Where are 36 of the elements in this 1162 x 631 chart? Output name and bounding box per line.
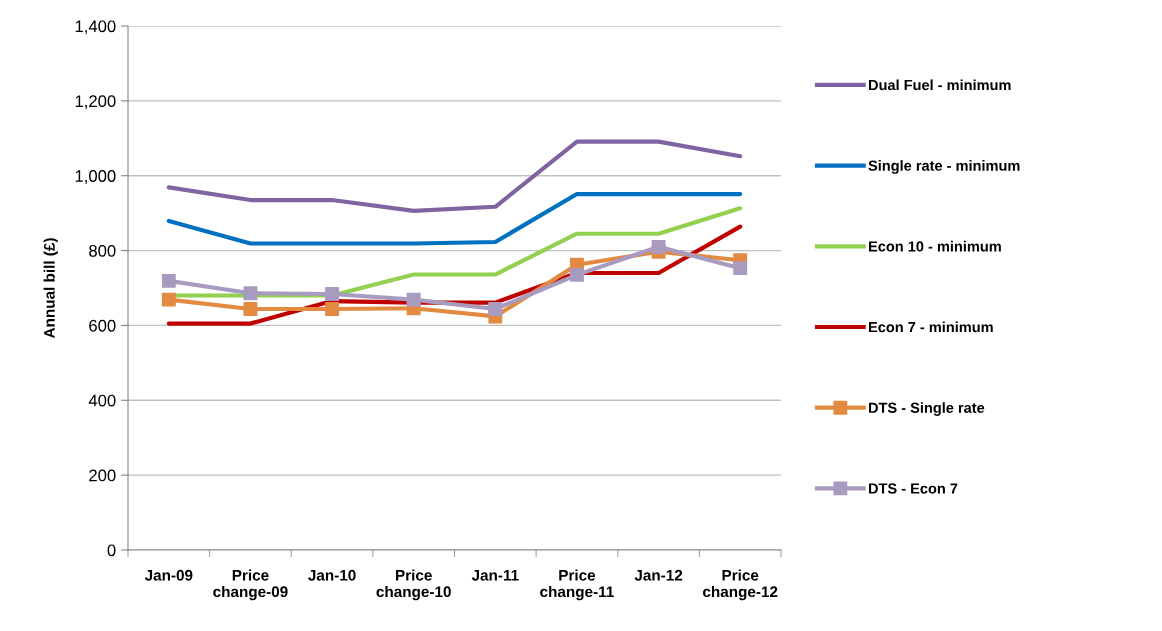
y-tick-label: 200 <box>89 469 116 482</box>
x-tick-label: Jan-10 <box>308 569 356 581</box>
point <box>406 292 421 307</box>
x-tick-label: Price change-10 <box>376 569 451 601</box>
legend-label: Econ 7 - minimum <box>869 321 993 333</box>
legend-label: Dual Fuel - minimum <box>869 79 1011 91</box>
y-tick-label: 600 <box>89 319 116 332</box>
y-axis-title: Annual bill (£) <box>43 238 58 339</box>
point <box>325 287 340 301</box>
point <box>325 302 340 316</box>
x-tick-label: Jan-11 <box>471 570 519 581</box>
y-tick-label: 1,000 <box>75 170 116 184</box>
point <box>569 267 584 282</box>
x-tick-label: Price change-09 <box>213 569 288 601</box>
line-series <box>166 191 743 246</box>
point <box>733 261 748 276</box>
point <box>243 302 258 316</box>
point <box>243 286 258 301</box>
line-series <box>166 139 743 213</box>
point <box>161 273 176 288</box>
legend-label: DTS - Econ 7 <box>869 483 958 494</box>
x-tick-label: Jan-12 <box>634 569 683 581</box>
y-tick-label: 1,400 <box>75 20 116 35</box>
x-tick-label: Jan-09 <box>144 569 193 581</box>
legend-label: Econ 10 - minimum <box>869 240 1001 252</box>
x-tick-label: Price change-11 <box>540 569 614 601</box>
y-tick-label: 800 <box>89 244 116 257</box>
y-tick-label: 400 <box>88 394 116 407</box>
point <box>161 292 176 307</box>
legend-label: DTS - Single rate <box>869 402 985 416</box>
point <box>651 239 666 254</box>
point <box>488 302 503 316</box>
legend-label: Single rate - minimum <box>868 160 1020 174</box>
x-tick-label: Price change-12 <box>703 569 778 601</box>
y-tick-label: 0 <box>107 544 116 557</box>
y-tick-label: 1,200 <box>75 95 116 110</box>
